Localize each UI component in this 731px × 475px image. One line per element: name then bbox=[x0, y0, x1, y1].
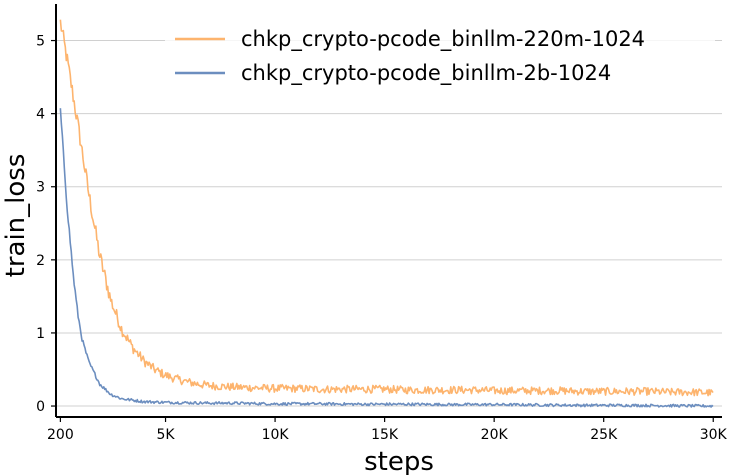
y-tick-label-0: 0 bbox=[36, 399, 45, 415]
x-tick-label-4: 20K bbox=[481, 427, 509, 443]
y-tick-label-2: 2 bbox=[36, 253, 45, 269]
x-axis-title: steps bbox=[364, 447, 434, 475]
legend-label-220m: chkp_crypto-pcode_binllm-220m-1024 bbox=[241, 27, 645, 52]
gridlines bbox=[56, 40, 722, 407]
x-tick-label-0: 200 bbox=[47, 427, 74, 443]
tick-labels: 200 5K 10K 15K 20K 25K 30K 0 1 2 3 4 5 bbox=[36, 34, 727, 443]
series-line-0 bbox=[59, 19, 714, 397]
y-tick-label-5: 5 bbox=[36, 34, 45, 50]
y-tick-label-3: 3 bbox=[36, 180, 45, 196]
x-tick-label-6: 30K bbox=[700, 427, 728, 443]
x-tick-label-5: 25K bbox=[590, 427, 618, 443]
legend-label-2b: chkp_crypto-pcode_binllm-2b-1024 bbox=[241, 61, 611, 86]
y-tick-label-4: 4 bbox=[36, 107, 45, 123]
series-lines bbox=[59, 19, 714, 408]
legend-background bbox=[165, 10, 715, 88]
axes bbox=[55, 4, 722, 418]
y-tick-label-1: 1 bbox=[36, 326, 45, 342]
x-tick-label-3: 15K bbox=[371, 427, 399, 443]
legend: chkp_crypto-pcode_binllm-220m-1024 chkp_… bbox=[165, 10, 715, 88]
x-tick-label-2: 10K bbox=[262, 427, 290, 443]
series-line-1 bbox=[59, 108, 714, 408]
y-axis-title: train_loss bbox=[1, 154, 31, 278]
x-tick-label-1: 5K bbox=[156, 427, 175, 443]
